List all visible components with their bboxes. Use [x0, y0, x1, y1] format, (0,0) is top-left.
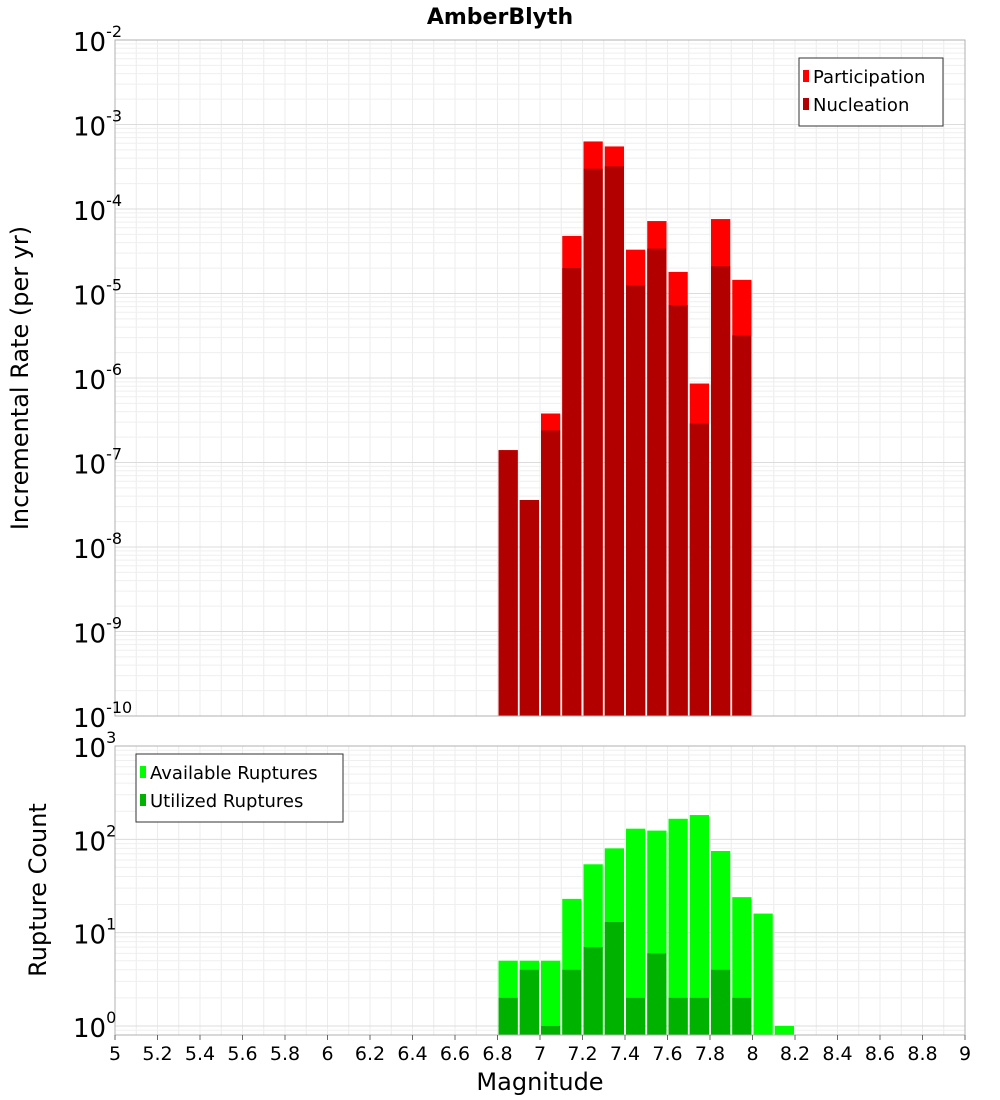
legend-swatch	[140, 766, 146, 778]
y-tick-label: 10-8	[73, 529, 122, 565]
legend-box	[135, 753, 344, 823]
y-tick-label: 10-10	[73, 698, 132, 734]
utilized-ruptures-bar	[689, 997, 709, 1035]
legend-box	[798, 57, 944, 127]
x-axis-label: Magnitude	[476, 1068, 603, 1096]
nucleation-bar	[711, 266, 731, 716]
y-tick-label: 101	[73, 915, 116, 951]
y-tick-label: 10-7	[73, 445, 122, 481]
nucleation-bar	[647, 248, 667, 716]
x-tick-label: 6.4	[397, 1043, 427, 1065]
y-tick-label: 102	[73, 821, 116, 857]
x-tick-label: 8.6	[865, 1043, 895, 1065]
x-tick-label: 7	[534, 1043, 546, 1065]
top-legend: Participation Nucleation	[798, 57, 944, 127]
top-grid	[115, 40, 966, 716]
legend-swatch	[803, 98, 809, 110]
bottom-y-axis-label: Rupture Count	[24, 803, 52, 977]
x-tick-label: 7.8	[695, 1043, 725, 1065]
x-tick-label: 6.8	[482, 1043, 512, 1065]
utilized-ruptures-bar	[604, 922, 624, 1035]
utilized-ruptures-bar	[519, 969, 539, 1035]
x-tick-label: 5.8	[270, 1043, 300, 1065]
x-tick-label: 8.8	[907, 1043, 937, 1065]
utilized-ruptures-bar	[732, 997, 752, 1035]
bottom-bars	[498, 815, 794, 1035]
utilized-ruptures-bar	[541, 1025, 561, 1035]
bottom-legend: Available Ruptures Utilized Ruptures	[135, 753, 344, 823]
x-tick-label: 7.6	[652, 1043, 682, 1065]
legend-label: Available Ruptures	[150, 763, 318, 784]
x-ticks: 5 5.2 5.4 5.6 5.8 6 6.2 6.4 6.6 6.8 7 7.2 7.4 7.6 7.8 8…	[109, 1035, 971, 1065]
bottom-grid	[115, 746, 966, 1035]
nucleation-bar	[498, 450, 518, 716]
nucleation-bar	[732, 335, 752, 716]
available-ruptures-bar	[626, 828, 646, 1035]
nucleation-bar	[668, 305, 688, 716]
bottom-y-ticks: 100 101 102 103	[73, 728, 116, 1044]
nucleation-bar	[626, 285, 646, 716]
available-ruptures-bar	[668, 818, 688, 1035]
utilized-ruptures-bar	[498, 997, 518, 1035]
y-tick-label: 103	[73, 728, 116, 764]
utilized-ruptures-bar	[626, 997, 646, 1035]
top-y-axis-label: Incremental Rate (per yr)	[6, 226, 34, 530]
legend-swatch	[803, 70, 809, 82]
available-ruptures-bar	[774, 1025, 794, 1035]
available-ruptures-bar	[753, 913, 773, 1035]
top-plot-border	[114, 39, 966, 717]
legend-label: Nucleation	[813, 95, 909, 116]
x-tick-label: 6.6	[440, 1043, 470, 1065]
x-tick-label: 9	[959, 1043, 971, 1065]
x-tick-label: 8.4	[822, 1043, 852, 1065]
nucleation-bar	[541, 430, 561, 716]
utilized-ruptures-bar	[562, 969, 582, 1035]
x-tick-label: 7.4	[610, 1043, 640, 1065]
x-tick-label: 5.6	[227, 1043, 257, 1065]
utilized-ruptures-bar	[711, 969, 731, 1035]
x-tick-label: 6.2	[355, 1043, 385, 1065]
utilized-ruptures-bar	[668, 997, 688, 1035]
x-tick-label: 8	[746, 1043, 758, 1065]
nucleation-bar	[604, 166, 624, 716]
y-tick-label: 10-5	[73, 276, 122, 312]
legend-swatch	[140, 794, 146, 806]
legend-label: Participation	[813, 67, 925, 88]
nucleation-bar	[583, 168, 603, 717]
y-tick-label: 10-4	[73, 191, 122, 227]
nucleation-bar	[689, 423, 709, 716]
x-tick-label: 7.2	[567, 1043, 597, 1065]
y-tick-label: 10-3	[73, 107, 122, 143]
nucleation-bar	[519, 499, 539, 716]
available-ruptures-bar	[689, 815, 709, 1035]
x-tick-label: 6	[321, 1043, 333, 1065]
available-ruptures-bar	[541, 960, 561, 1035]
y-tick-label: 100	[73, 1008, 116, 1044]
x-tick-label: 8.2	[780, 1043, 810, 1065]
top-y-ticks: 10-10 10-9 10-8 10-7 10-6 10-5 10-4 10-3 10-2	[73, 22, 132, 734]
y-tick-label: 10-6	[73, 360, 122, 396]
utilized-ruptures-bar	[583, 947, 603, 1035]
utilized-ruptures-bar	[647, 953, 667, 1035]
x-tick-label: 5.2	[142, 1043, 172, 1065]
top-bars	[498, 141, 752, 717]
legend-label: Utilized Ruptures	[150, 791, 303, 812]
chart-title: AmberBlyth	[427, 5, 573, 30]
nucleation-bar	[562, 268, 582, 716]
x-tick-label: 5	[109, 1043, 121, 1065]
x-tick-label: 5.4	[185, 1043, 215, 1065]
y-tick-label: 10-2	[73, 22, 122, 58]
y-tick-label: 10-9	[73, 614, 122, 650]
